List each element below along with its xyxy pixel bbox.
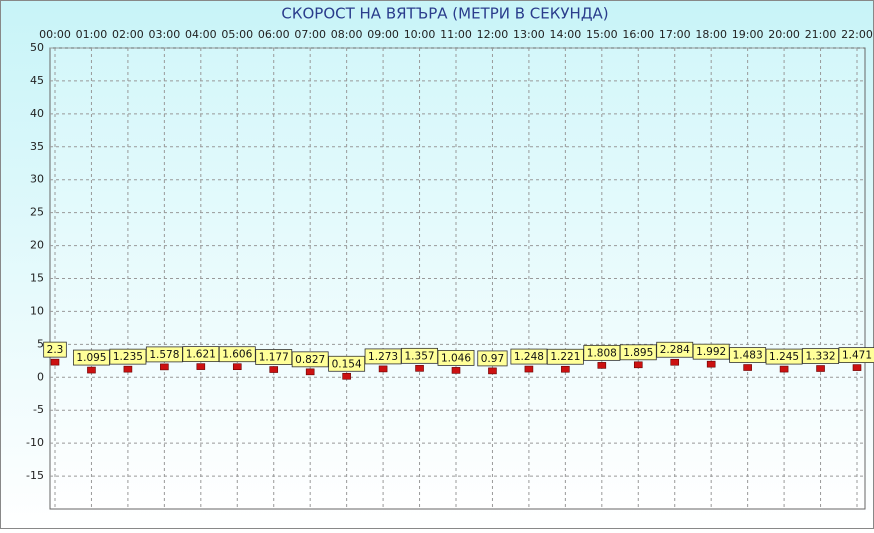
- value-label: 1.808: [587, 347, 617, 359]
- x-tick-label: 11:00: [440, 28, 472, 41]
- marker: [305, 368, 315, 376]
- marker: [816, 365, 825, 372]
- value-label: 1.483: [733, 350, 763, 362]
- marker: [378, 365, 388, 373]
- value-label: 0.827: [295, 354, 325, 366]
- value-label: 1.273: [368, 351, 398, 363]
- marker: [196, 363, 206, 370]
- chart-title: СКОРОСТ НА ВЯТЪРА (МЕТРИ В СЕКУНДА): [281, 5, 608, 23]
- x-tick-label: 12:00: [477, 28, 509, 41]
- value-label-box: [437, 349, 475, 366]
- x-tick-label: 19:00: [732, 28, 764, 41]
- marker: [779, 365, 789, 373]
- y-tick-label: 50: [30, 41, 44, 54]
- x-tick-label: 07:00: [294, 28, 326, 41]
- y-tick-label: 30: [30, 173, 44, 186]
- x-tick-label: 09:00: [367, 28, 399, 41]
- value-label: 1.177: [259, 352, 289, 364]
- value-label: 1.046: [441, 352, 471, 364]
- marker: [852, 364, 862, 371]
- value-label-box: [477, 350, 508, 367]
- x-tick-label: 08:00: [331, 28, 363, 41]
- y-tick-label: 5: [37, 337, 44, 350]
- x-tick-label: 13:00: [513, 28, 545, 41]
- y-tick-label: -5: [33, 403, 44, 416]
- x-tick-label: 01:00: [76, 28, 108, 41]
- value-label: 0.97: [481, 353, 504, 365]
- y-tick-label: 20: [30, 239, 44, 252]
- marker: [415, 365, 424, 372]
- marker: [160, 363, 169, 371]
- value-label: 1.235: [113, 351, 143, 363]
- y-tick-label: -10: [26, 436, 44, 449]
- marker: [561, 365, 570, 373]
- x-tick-label: 03:00: [149, 28, 181, 41]
- marker: [269, 366, 279, 373]
- value-label: 2.3: [47, 344, 64, 356]
- marker: [451, 367, 461, 374]
- value-label: 1.992: [696, 346, 726, 358]
- y-tick-label: 10: [30, 304, 44, 317]
- value-label: 1.895: [623, 347, 653, 359]
- x-tick-label: 05:00: [221, 28, 253, 41]
- y-tick-label: 35: [30, 140, 44, 153]
- value-label: 1.606: [222, 349, 252, 361]
- y-tick-label: 15: [30, 272, 44, 285]
- x-tick-label: 21:00: [805, 28, 837, 41]
- value-label: 1.578: [149, 349, 179, 361]
- x-tick-label: 00:00: [39, 28, 71, 41]
- x-tick-label: 02:00: [112, 28, 144, 41]
- value-label-box: [838, 347, 874, 363]
- y-tick-label: 45: [30, 74, 44, 87]
- value-label: 1.332: [806, 351, 836, 363]
- marker: [87, 366, 96, 374]
- marker: [597, 362, 607, 369]
- marker: [488, 367, 497, 375]
- y-tick-label: 0: [37, 370, 44, 383]
- y-tick-label: 40: [30, 107, 44, 120]
- marker: [743, 364, 752, 371]
- x-tick-label: 06:00: [258, 28, 290, 41]
- x-tick-label: 20:00: [768, 28, 800, 41]
- x-tick-label: 14:00: [550, 28, 582, 41]
- y-tick-label: -15: [26, 469, 44, 482]
- x-tick-label: 16:00: [622, 28, 654, 41]
- x-tick-label: 17:00: [659, 28, 691, 41]
- marker: [633, 361, 643, 369]
- value-label: 1.248: [514, 351, 544, 363]
- marker: [342, 372, 351, 380]
- value-label: 1.245: [769, 351, 799, 363]
- value-label-box: [43, 341, 67, 358]
- value-label: 1.221: [550, 351, 580, 363]
- x-tick-label: 04:00: [185, 28, 217, 41]
- marker: [524, 365, 534, 373]
- x-tick-label: 15:00: [586, 28, 618, 41]
- y-tick-label: 25: [30, 206, 44, 219]
- value-label: 0.154: [332, 358, 362, 370]
- value-label: 1.357: [405, 350, 435, 362]
- marker: [706, 360, 716, 368]
- x-tick-label: 18:00: [695, 28, 727, 41]
- marker: [670, 358, 680, 366]
- marker: [50, 358, 60, 366]
- value-label: 1.471: [842, 350, 872, 362]
- marker: [232, 363, 242, 371]
- x-tick-label: 22:00: [841, 28, 873, 41]
- x-tick-label: 10:00: [404, 28, 436, 41]
- value-label: 1.095: [76, 352, 106, 364]
- marker: [123, 365, 133, 373]
- value-label: 2.284: [660, 344, 690, 356]
- value-label: 1.621: [186, 349, 216, 361]
